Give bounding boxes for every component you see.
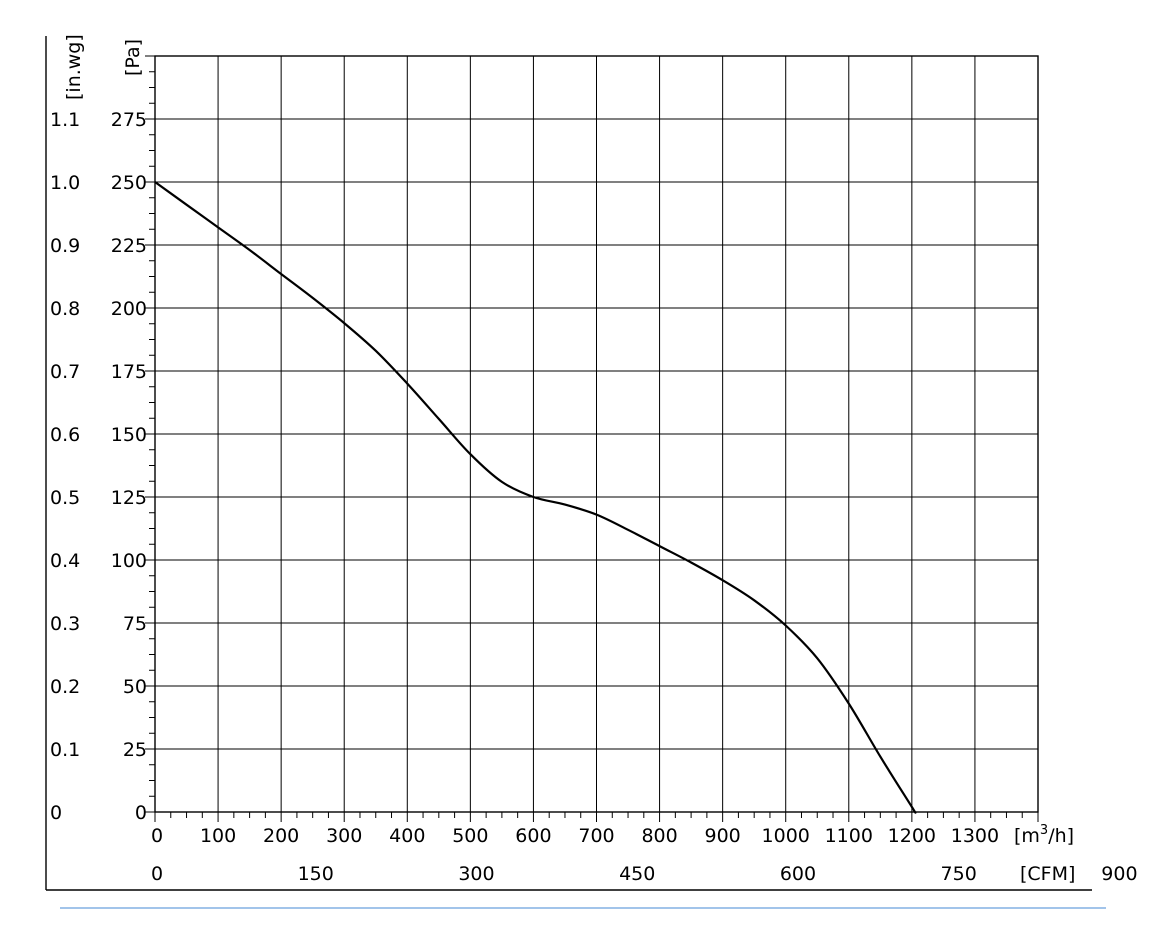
- y-tick-label-inwg: 0.3: [50, 613, 80, 635]
- y-tick-label-inwg: 0.5: [50, 487, 80, 509]
- x-tick-label-m3h: 700: [578, 825, 614, 847]
- y-tick-label-pa: 150: [111, 424, 147, 446]
- y-tick-label-inwg: 1.1: [50, 109, 80, 131]
- y-tick-label-pa: 200: [111, 298, 147, 320]
- x-tick-label-m3h: 300: [326, 825, 362, 847]
- x-tick-label-cfm: 450: [619, 863, 655, 885]
- y-tick-label-inwg: 0.9: [50, 235, 80, 257]
- axis-labels: 0 25 50 75 100 125 150 175 200 225 250 275 0 0.1 0.2 0.…: [50, 109, 1138, 885]
- y-tick-label-inwg: 1.0: [50, 172, 80, 194]
- y-tick-label-pa: 225: [111, 235, 147, 257]
- y-secondary-unit-label: [in.wg]: [63, 34, 85, 100]
- curve-layer: [154, 181, 917, 814]
- y-tick-label-pa: 250: [111, 172, 147, 194]
- x-tick-label-cfm: 900: [1101, 863, 1137, 885]
- y-tick-label-inwg: 0.8: [50, 298, 80, 320]
- x-tick-label-cfm: 300: [458, 863, 494, 885]
- x-tick-label-m3h: 0: [151, 825, 163, 847]
- y-tick-label-inwg: 0.7: [50, 361, 80, 383]
- x-tick-label-m3h: 200: [263, 825, 299, 847]
- y-tick-label-pa: 100: [111, 550, 147, 572]
- y-tick-label-inwg: 0.2: [50, 676, 80, 698]
- x-tick-label-cfm: 150: [298, 863, 334, 885]
- y-tick-label-pa: 25: [123, 739, 147, 761]
- x-tick-label-m3h: 800: [641, 825, 677, 847]
- y-primary-unit-label: [Pa]: [122, 39, 144, 76]
- y-tick-label-inwg: 0.4: [50, 550, 80, 572]
- y-tick-label-inwg: 0: [50, 802, 62, 824]
- x-primary-unit-tail: /h]: [1048, 825, 1074, 847]
- minor-ticks: [145, 55, 1039, 822]
- x-tick-label-m3h: 600: [515, 825, 551, 847]
- x-tick-label-m3h: 400: [389, 825, 425, 847]
- axis-lines: [45, 36, 1092, 891]
- x-primary-unit-sup: 3: [1040, 823, 1048, 838]
- x-tick-label-cfm: 0: [151, 863, 163, 885]
- y-tick-label-pa: 75: [123, 613, 147, 635]
- x-tick-label-m3h: 1300: [951, 825, 999, 847]
- y-tick-label-pa: 275: [111, 109, 147, 131]
- x-tick-label-cfm: 600: [780, 863, 816, 885]
- grid-lines: [155, 56, 1038, 812]
- x-tick-label-m3h: 1100: [825, 825, 873, 847]
- y-tick-label-pa: 50: [123, 676, 147, 698]
- x-primary-unit-base: [m: [1014, 825, 1040, 847]
- plot-frame: [154, 55, 1039, 813]
- x-primary-unit-label: [m3/h]: [1014, 823, 1074, 847]
- y-tick-label-pa: 175: [111, 361, 147, 383]
- x-tick-label-m3h: 1000: [762, 825, 810, 847]
- y-tick-label-pa: 0: [135, 802, 147, 824]
- x-tick-label-m3h: 1200: [888, 825, 936, 847]
- x-secondary-unit-label: [CFM]: [1020, 863, 1075, 885]
- x-tick-label-m3h: 900: [705, 825, 741, 847]
- x-tick-label-m3h: 100: [200, 825, 236, 847]
- y-tick-label-inwg: 0.6: [50, 424, 80, 446]
- x-tick-label-cfm: 750: [941, 863, 977, 885]
- x-tick-label-m3h: 500: [452, 825, 488, 847]
- y-tick-label-inwg: 0.1: [50, 739, 80, 761]
- fan-curve-line: [154, 181, 917, 814]
- y-tick-label-pa: 125: [111, 487, 147, 509]
